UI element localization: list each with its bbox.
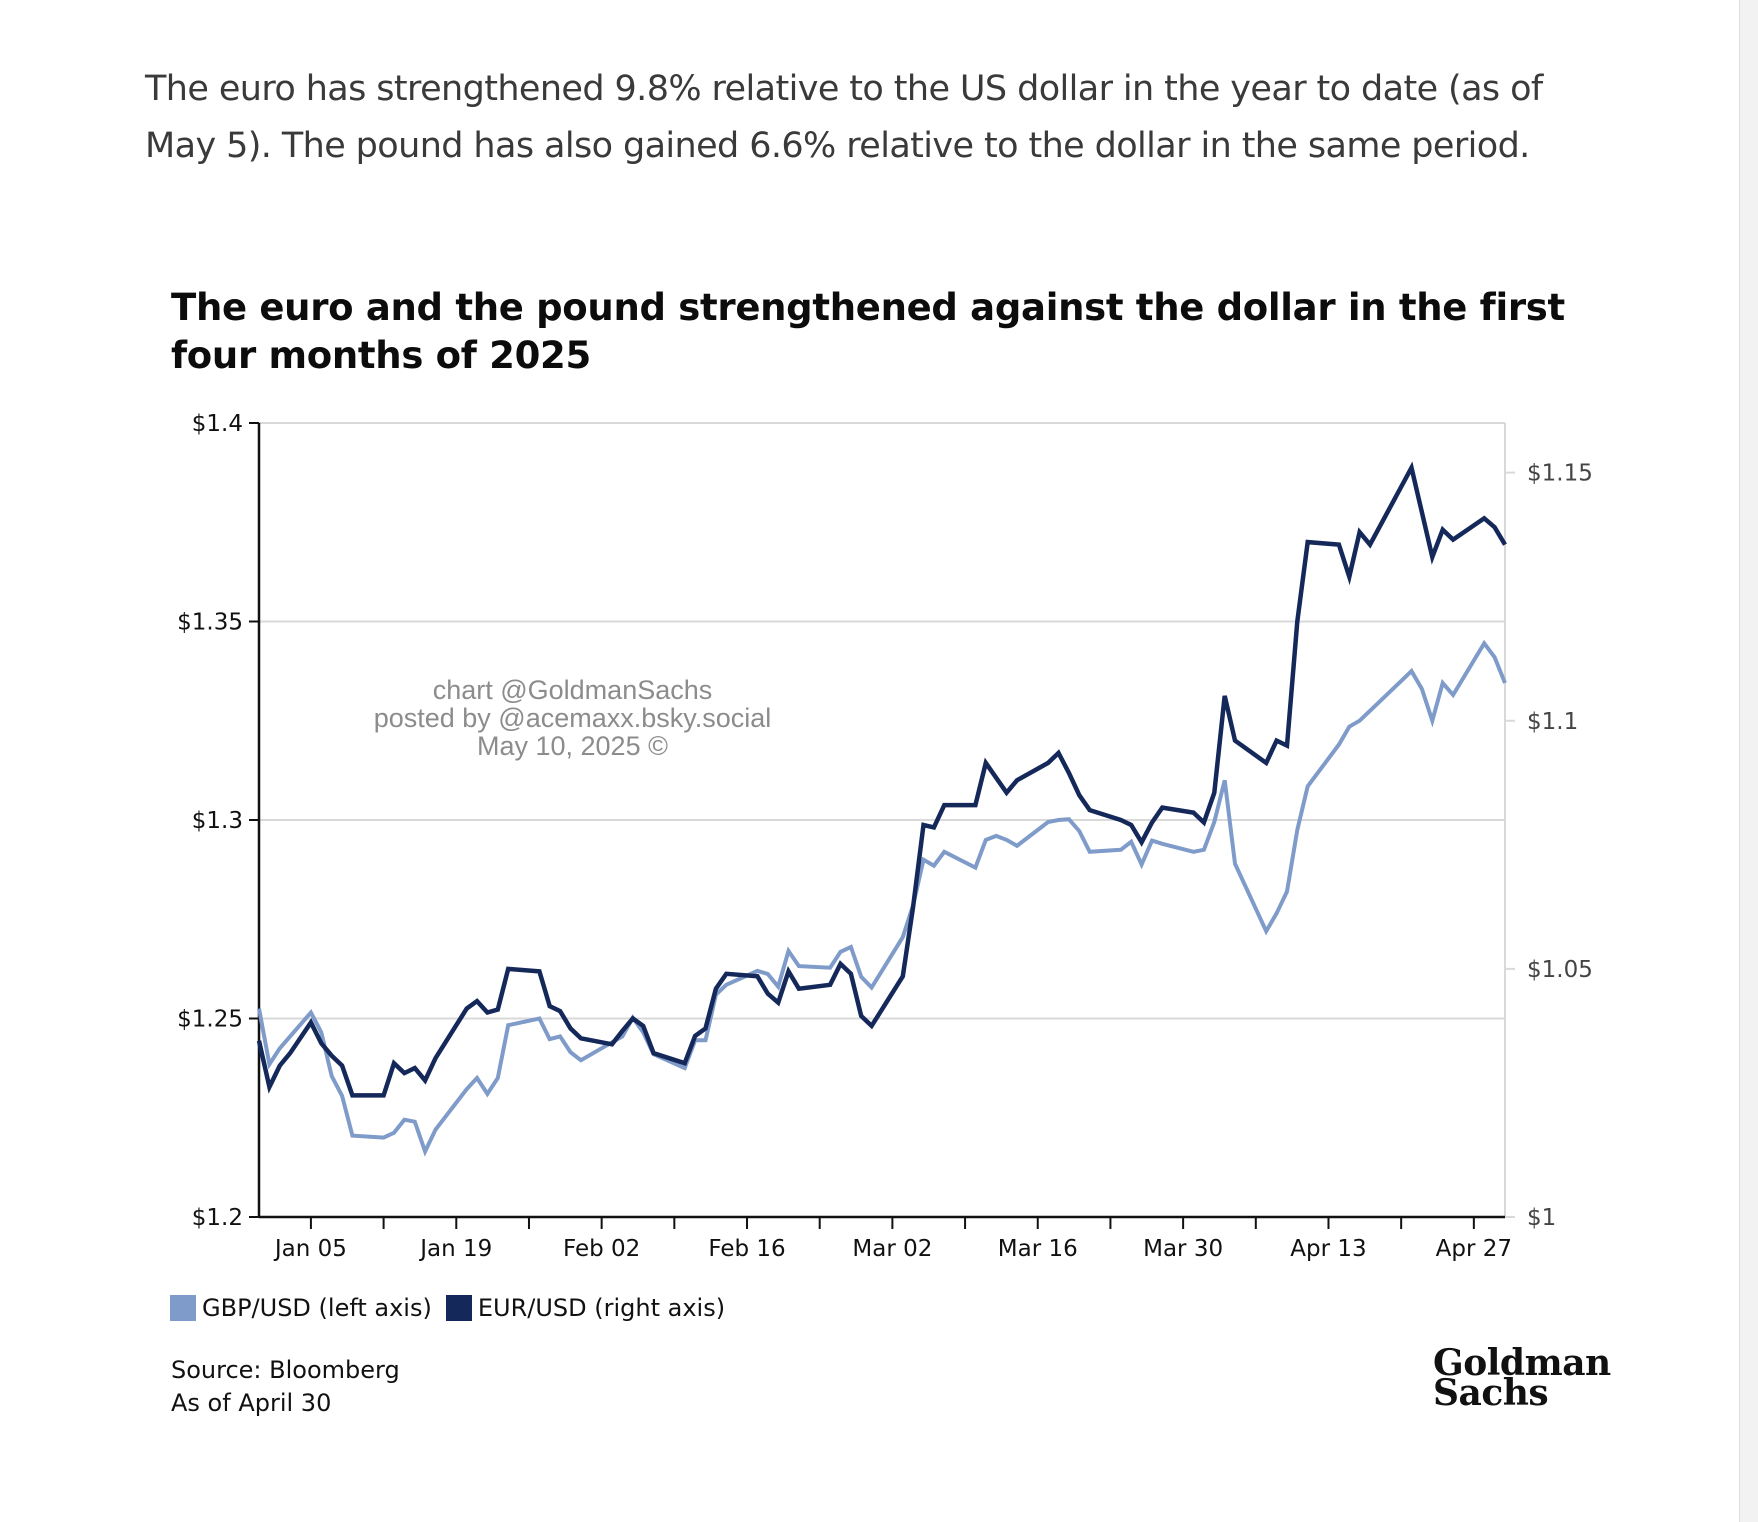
logo-line-2: Sachs bbox=[1433, 1372, 1549, 1414]
x-axis-tick-label: Jan 05 bbox=[273, 1236, 347, 1262]
chart-source: Source: Bloomberg As of April 30 bbox=[171, 1354, 400, 1420]
logo-line-1: Goldman bbox=[1433, 1342, 1611, 1384]
x-axis-tick-label: Apr 13 bbox=[1290, 1236, 1366, 1262]
right-axis-tick-label: $1 bbox=[1527, 1205, 1556, 1231]
right-axis-tick-label: $1.1 bbox=[1527, 709, 1578, 735]
chart-legend: GBP/USD (left axis) EUR/USD (right axis) bbox=[170, 1294, 739, 1322]
legend-item-eur: EUR/USD (right axis) bbox=[445, 1294, 726, 1322]
x-axis-tick-label: Apr 27 bbox=[1436, 1236, 1512, 1262]
left-axis-tick-label: $1.2 bbox=[192, 1205, 243, 1231]
chart-title: The euro and the pound strengthened agai… bbox=[171, 286, 1565, 377]
left-axis-tick-label: $1.3 bbox=[192, 808, 243, 834]
x-axis-tick-label: Jan 19 bbox=[418, 1236, 492, 1262]
legend-swatch-eur bbox=[445, 1295, 472, 1321]
source-line: Source: Bloomberg bbox=[171, 1356, 400, 1384]
x-axis-tick-label: Feb 02 bbox=[563, 1236, 640, 1262]
legend-label-eur: EUR/USD (right axis) bbox=[477, 1294, 726, 1322]
left-axis-tick-label: $1.35 bbox=[177, 610, 243, 636]
watermark-line-2: posted by @acemaxx.bsky.social bbox=[373, 703, 772, 733]
goldman-sachs-logo: Goldman Sachs bbox=[1433, 1342, 1611, 1414]
right-axis-tick-label: $1.15 bbox=[1527, 461, 1593, 487]
left-axis-tick-label: $1.4 bbox=[192, 411, 243, 437]
series-line-gbp-usd bbox=[257, 639, 1507, 1157]
legend-item-gbp: GBP/USD (left axis) bbox=[170, 1294, 432, 1322]
right-axis-tick-label: $1.05 bbox=[1527, 957, 1593, 983]
left-axis-tick-label: $1.25 bbox=[177, 1007, 243, 1033]
legend-swatch-gbp bbox=[170, 1295, 196, 1321]
watermark: chart @GoldmanSachs posted by @acemaxx.b… bbox=[360, 676, 785, 760]
x-axis-tick-label: Mar 02 bbox=[852, 1236, 932, 1262]
watermark-line-1: chart @GoldmanSachs bbox=[432, 675, 713, 705]
series-lines bbox=[256, 461, 1507, 1157]
x-axis-tick-label: Mar 30 bbox=[1143, 1236, 1223, 1262]
legend-label-gbp: GBP/USD (left axis) bbox=[202, 1294, 432, 1322]
as-of-line: As of April 30 bbox=[171, 1389, 332, 1417]
series-line-eur-usd bbox=[256, 461, 1507, 1098]
x-axis-tick-label: Mar 16 bbox=[998, 1236, 1078, 1262]
x-axis-tick-label: Feb 16 bbox=[708, 1236, 785, 1262]
watermark-line-3: May 10, 2025 © bbox=[476, 731, 668, 761]
axes: $1.2 $1.25 $1.3 $1.35 $1.4 $1 $1.05 $1.1 $1.15 Ja… bbox=[177, 411, 1593, 1262]
intro-paragraph: The euro has strengthened 9.8% relative … bbox=[145, 69, 1543, 166]
